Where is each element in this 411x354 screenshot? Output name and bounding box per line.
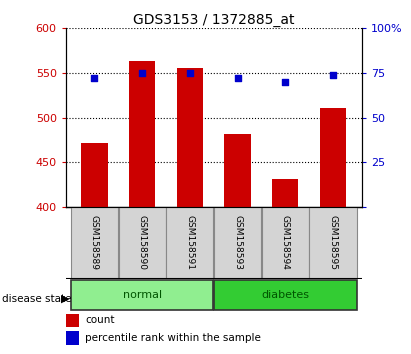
Point (282, 79, 289, 85)
Bar (214, 207, 261, 279)
Point (330, 72, 336, 78)
Bar (71, 280, 213, 309)
Bar (66, 331, 79, 345)
Bar (118, 207, 166, 279)
Point (234, 75, 241, 81)
Point (187, 70, 193, 76)
Bar (71, 207, 118, 279)
Text: GSM158594: GSM158594 (281, 216, 290, 270)
Point (91, 75, 98, 81)
Bar (320, 108, 346, 207)
Bar (262, 207, 309, 279)
Title: GDS3153 / 1372885_at: GDS3153 / 1372885_at (133, 13, 294, 27)
Bar (309, 207, 357, 279)
Bar (177, 68, 203, 207)
Text: count: count (85, 315, 115, 325)
Text: GSM158591: GSM158591 (185, 215, 194, 270)
Text: GSM158590: GSM158590 (138, 215, 147, 270)
Text: disease state: disease state (2, 294, 72, 304)
Point (139, 70, 145, 76)
Bar (166, 207, 213, 279)
Bar (66, 314, 79, 327)
Bar (214, 280, 357, 309)
Bar (224, 134, 251, 207)
Text: GSM158589: GSM158589 (90, 215, 99, 270)
Text: GSM158595: GSM158595 (328, 215, 337, 270)
Text: normal: normal (122, 290, 162, 300)
Bar (129, 61, 155, 207)
Text: ▶: ▶ (61, 294, 69, 304)
Bar (81, 143, 108, 207)
Bar (272, 178, 298, 207)
Text: diabetes: diabetes (261, 290, 309, 300)
Text: GSM158593: GSM158593 (233, 215, 242, 270)
Text: percentile rank within the sample: percentile rank within the sample (85, 333, 261, 343)
